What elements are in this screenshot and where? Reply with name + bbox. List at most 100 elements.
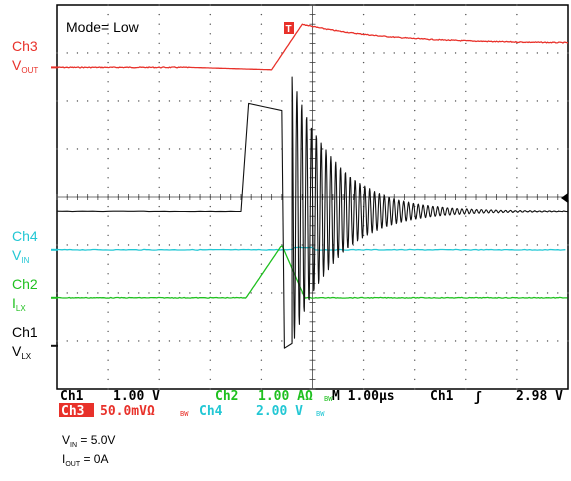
grid-dot: [260, 359, 263, 361]
grid-dot: [260, 177, 263, 179]
grid-dot: [546, 244, 549, 246]
ground-ref-markers: [51, 66, 58, 347]
grid-dot: [97, 340, 99, 342]
grid-dot: [301, 52, 303, 54]
status-bw-mark-2: BW: [180, 410, 189, 418]
grid-dot: [107, 321, 109, 323]
trace-ch1-vlx: [56, 76, 569, 349]
grid-dot: [362, 129, 365, 131]
grid-dot: [260, 321, 263, 323]
grid-dot: [383, 292, 385, 294]
grid-dot: [250, 292, 252, 294]
grid-dot: [465, 349, 467, 352]
grid-dot: [414, 330, 416, 333]
grid-dot: [107, 138, 109, 141]
grid-dot: [158, 148, 160, 150]
status-trig-source: Ch1: [430, 389, 454, 404]
grid-dot: [516, 129, 518, 131]
grid-dot: [168, 292, 171, 294]
grid-dot: [270, 100, 273, 102]
grid-dot: [189, 340, 191, 342]
grid-dot: [107, 273, 109, 275]
grid-dot: [516, 292, 518, 294]
grid-dot: [209, 71, 211, 73]
grid-dot: [505, 340, 508, 342]
grid-dot: [414, 349, 416, 352]
grid-dot: [516, 311, 518, 313]
grid-dot: [260, 4, 263, 6]
grid-dot: [281, 292, 283, 294]
grid-dot: [475, 244, 477, 246]
grid-dot: [393, 100, 395, 102]
grid-dot: [403, 340, 406, 342]
grid-dot: [260, 129, 263, 131]
ch1-name: Ch1: [12, 324, 38, 340]
grid-dot: [362, 23, 365, 25]
grid-dot: [444, 244, 447, 246]
grid-dot: [485, 148, 487, 150]
grid-dot: [158, 330, 160, 333]
grid-dot: [260, 282, 263, 285]
grid-dot: [301, 244, 303, 246]
grid-dot: [148, 244, 150, 246]
grid-dot: [403, 244, 406, 246]
grid-dot: [414, 23, 416, 25]
grid-dot: [107, 292, 109, 294]
grid-dot: [260, 186, 263, 189]
grid-dot: [138, 340, 140, 342]
grid-dot: [393, 148, 395, 150]
grid-dot: [444, 340, 447, 342]
grid-dot: [516, 61, 518, 64]
grid-dot: [158, 119, 160, 121]
grid-dot: [362, 378, 365, 381]
ch3-name: Ch3: [12, 38, 38, 54]
grid-dot: [414, 42, 416, 45]
grid-dot: [56, 244, 58, 246]
grid-dot: [230, 52, 232, 54]
grid-dot: [158, 369, 160, 371]
grid-dot: [383, 244, 385, 246]
grid-dot: [260, 301, 263, 304]
grid-dot: [454, 100, 457, 102]
grid-dot: [158, 23, 160, 25]
grid-dot: [454, 244, 457, 246]
grid-dot: [516, 100, 518, 102]
grid-dot: [332, 340, 334, 342]
status-ch1-scale: 1.00 V: [113, 389, 160, 404]
grid-dot: [424, 100, 426, 102]
grid-dot: [189, 292, 191, 294]
grid-dot: [107, 129, 109, 131]
grid-dot: [260, 119, 263, 121]
grid-dot: [97, 100, 99, 102]
grid-dot: [465, 13, 467, 16]
grid-dot: [230, 244, 232, 246]
grid-dot: [362, 4, 365, 6]
grid-dot: [322, 100, 324, 102]
grid-dot: [56, 52, 58, 54]
grid-dot: [260, 90, 263, 93]
grid-dot: [526, 244, 528, 246]
grid-dot: [362, 13, 365, 16]
grid-dot: [158, 100, 160, 102]
grid-dot: [546, 148, 549, 150]
grid-dot: [424, 292, 426, 294]
grid-dot: [342, 100, 344, 102]
grid-dot: [373, 100, 375, 102]
grid-dot: [362, 330, 365, 333]
svg-text:VOUT: VOUT: [12, 57, 38, 75]
grid-dot: [362, 100, 365, 102]
grid-dot: [86, 148, 89, 150]
grid-dot: [301, 340, 303, 342]
grid-dot: [403, 148, 406, 150]
grid-dot: [495, 100, 498, 102]
grid-dot: [332, 292, 334, 294]
grid-dot: [362, 186, 365, 189]
grid-dot: [414, 4, 416, 6]
grid-dot: [270, 292, 273, 294]
svg-text:ILX: ILX: [12, 295, 26, 313]
grid-dot: [158, 292, 160, 294]
grid-dot: [567, 292, 569, 294]
grid-dot: [362, 301, 365, 304]
grid-dot: [465, 186, 467, 189]
